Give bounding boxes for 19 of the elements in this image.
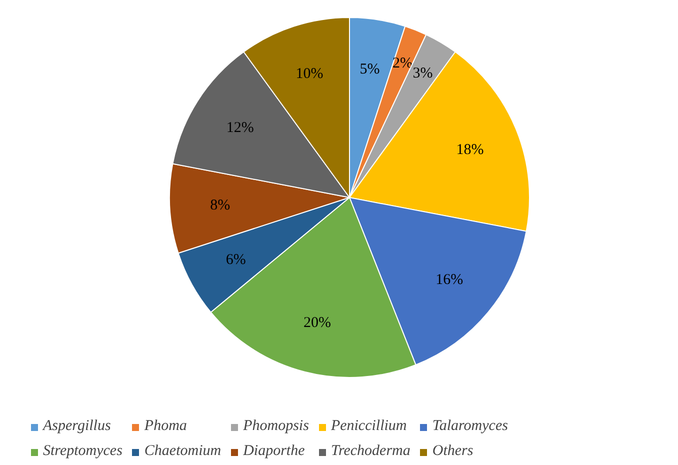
data-label: 18%: [456, 142, 484, 158]
legend-label: Diaporthe: [243, 443, 305, 460]
legend-label: Peniccillium: [330, 418, 407, 435]
data-label: 6%: [226, 252, 246, 268]
legend-label: Others: [432, 443, 474, 460]
data-label: 8%: [210, 198, 230, 214]
data-label: 20%: [304, 315, 332, 332]
legend-label: Talaromyces: [432, 418, 508, 435]
legend-label: Aspergillus: [43, 418, 111, 435]
data-label: 10%: [296, 66, 324, 82]
data-label: 3%: [412, 66, 433, 82]
legend-label: Phoma: [144, 418, 187, 435]
legend-label: Chaetomium: [144, 443, 222, 460]
data-label: 5%: [360, 61, 380, 78]
data-label: 16%: [436, 272, 464, 288]
data-label: 12%: [226, 120, 254, 136]
legend-label: Trechoderma: [330, 443, 410, 460]
legend-label: Streptomyces: [43, 443, 122, 460]
legend-label: Phomopsis: [243, 418, 309, 435]
